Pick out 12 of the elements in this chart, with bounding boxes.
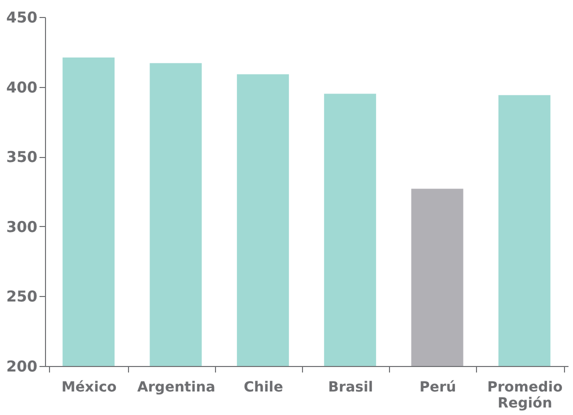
- x-tick-label: Perú: [419, 380, 456, 396]
- y-tick-label: 300: [6, 218, 38, 236]
- x-tick-label: Promedio Región: [487, 380, 563, 412]
- y-tick-label: 400: [6, 78, 38, 96]
- x-tick-label: Brasil: [328, 380, 374, 396]
- x-tick-label: Argentina: [137, 380, 216, 396]
- x-tick-label: México: [61, 380, 118, 396]
- y-tick-label: 200: [6, 358, 38, 376]
- y-tick-label: 250: [6, 288, 38, 306]
- x-tick-label: Chile: [244, 380, 284, 396]
- y-tick-label: 350: [6, 148, 38, 166]
- y-tick-label: 450: [6, 8, 38, 26]
